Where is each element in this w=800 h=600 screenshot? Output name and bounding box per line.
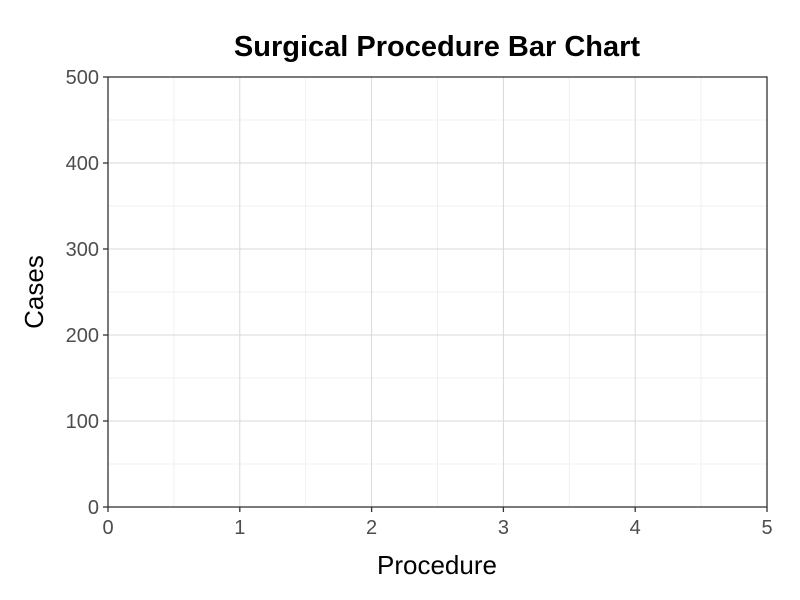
x-tick-label: 4 (630, 517, 641, 539)
y-tick-label: 0 (88, 497, 99, 519)
plot-border (107, 76, 768, 508)
tick-labels: 0 1 2 3 4 5 0 100 200 300 400 500 (66, 67, 773, 539)
x-tick-label: 0 (102, 517, 113, 539)
grid-lines (107, 76, 768, 508)
y-tick-label: 500 (66, 67, 99, 89)
axes (103, 76, 768, 512)
y-tick-label: 300 (66, 239, 99, 261)
y-tick-label: 400 (66, 153, 99, 175)
y-tick-label: 100 (66, 411, 99, 433)
x-tick-label: 3 (498, 517, 509, 539)
y-tick-label: 200 (66, 325, 99, 347)
x-tick-label: 2 (366, 517, 377, 539)
y-axis-title: Cases (19, 255, 49, 329)
x-tick-label: 1 (234, 517, 245, 539)
x-tick-label: 5 (761, 517, 772, 539)
chart-title: Surgical Procedure Bar Chart (234, 31, 640, 63)
x-axis-title: Procedure (377, 550, 497, 580)
